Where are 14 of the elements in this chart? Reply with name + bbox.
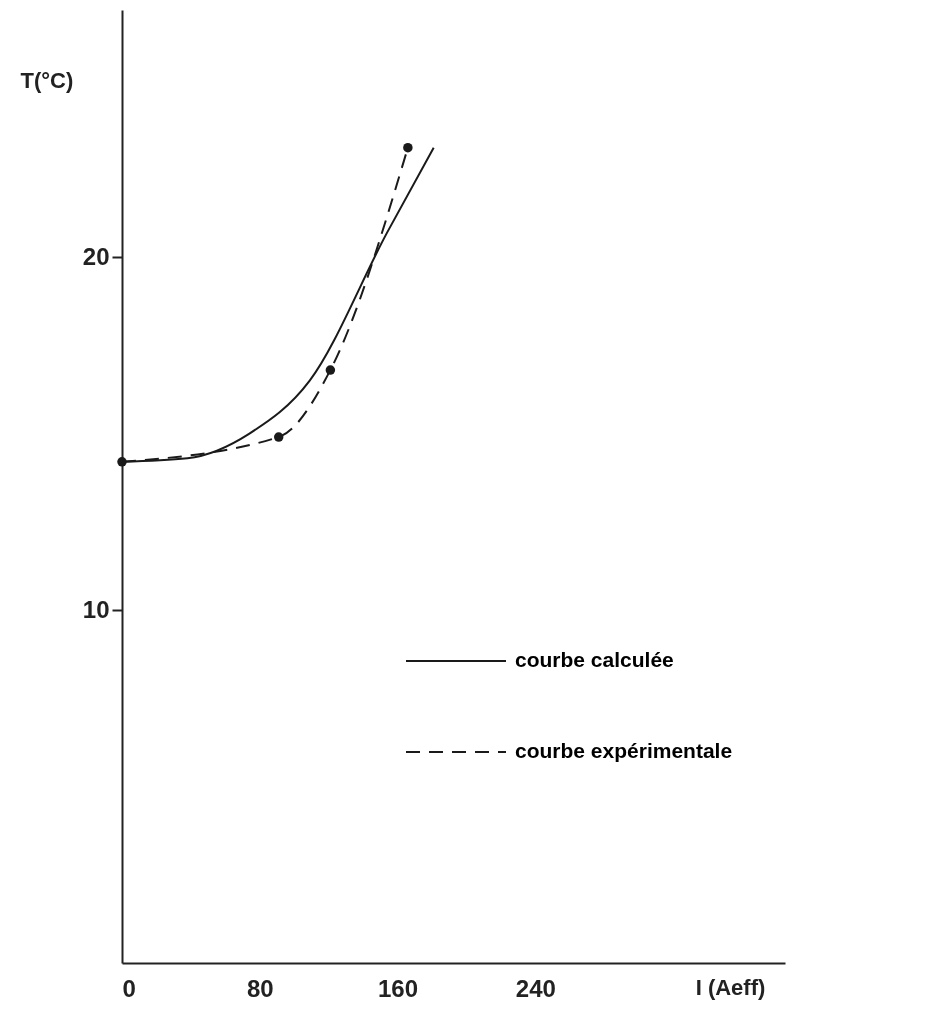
point	[325, 365, 336, 375]
x-axis-title: I (Aeff)	[695, 974, 766, 1000]
x-tick-label: 160	[378, 974, 419, 1002]
legend-label: courbe expérimentale	[515, 739, 733, 762]
x-tick-label: 80	[246, 974, 274, 1002]
point	[273, 432, 284, 442]
point	[117, 457, 127, 467]
y-tick-label: 20	[82, 242, 110, 270]
x-tick-label: 0	[122, 974, 136, 1002]
x-tick-label: 240	[515, 974, 556, 1002]
point	[403, 142, 413, 153]
y-axis-title: T(°C)	[20, 67, 74, 93]
y-tick-label: 10	[82, 595, 110, 623]
legend-label: courbe calculée	[515, 648, 674, 671]
